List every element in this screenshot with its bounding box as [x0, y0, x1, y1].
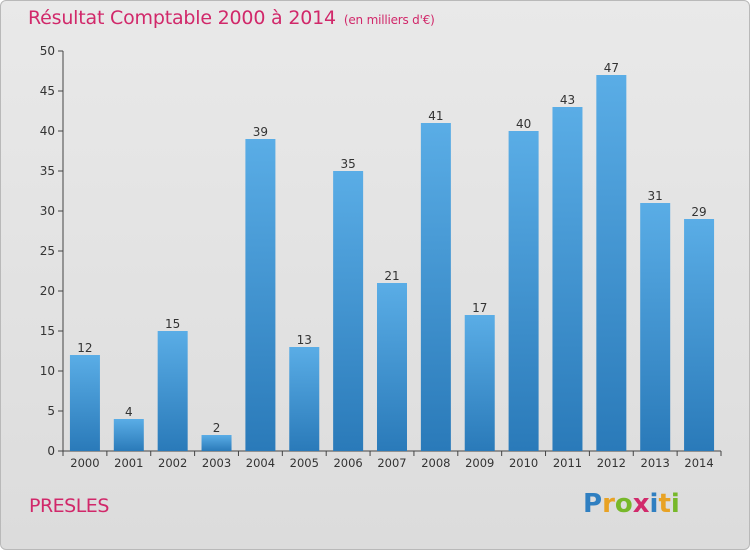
bar: [684, 219, 715, 451]
x-tick-label: 2004: [246, 456, 275, 470]
chart-title-text: Résultat Comptable 2000 à 2014: [28, 7, 336, 29]
bar-value-label: 47: [604, 61, 619, 75]
x-tick-label: 2001: [114, 456, 143, 470]
x-tick-label: 2000: [70, 456, 99, 470]
bar-value-label: 2: [213, 421, 221, 435]
bar: [289, 347, 320, 451]
chart-subtitle: (en milliers d'€): [343, 13, 435, 27]
chart-title: Résultat Comptable 2000 à 2014 (en millie…: [28, 7, 435, 29]
y-tick-label: 50: [40, 44, 55, 58]
bar-value-label: 31: [648, 189, 663, 203]
x-tick-label: 2012: [597, 456, 626, 470]
x-tick-label: 2005: [290, 456, 319, 470]
logo-letter: i: [649, 489, 659, 519]
bars: 12 4 15 2 39 13 35 21 41 17 40 43 47 31 29: [69, 61, 715, 451]
x-tick-label: 2002: [158, 456, 187, 470]
x-tick-label: 2008: [421, 456, 450, 470]
x-tick-label: 2014: [684, 456, 713, 470]
bar-value-label: 43: [560, 93, 575, 107]
y-tick-label: 30: [40, 204, 55, 218]
y-tick-label: 15: [40, 324, 55, 338]
logo-letter: P: [583, 489, 603, 519]
bar-value-label: 39: [253, 125, 268, 139]
bar: [333, 171, 364, 451]
y-tick-label: 0: [47, 444, 55, 458]
bar-value-label: 41: [428, 109, 443, 123]
x-tick-label: 2007: [377, 456, 406, 470]
bar: [157, 331, 188, 451]
bar-value-label: 15: [165, 317, 180, 331]
logo-letter: r: [602, 489, 615, 519]
bar-value-label: 17: [472, 301, 487, 315]
bar-value-label: 12: [77, 341, 92, 355]
x-tick-label: 2006: [333, 456, 362, 470]
y-tick-label: 5: [47, 404, 55, 418]
bar: [640, 203, 671, 451]
x-tick-label: 2013: [641, 456, 670, 470]
bar: [596, 75, 627, 451]
bar-value-label: 35: [340, 157, 355, 171]
bar: [377, 283, 407, 451]
bar: [508, 131, 539, 451]
logo-letter: o: [614, 489, 633, 519]
x-tick-label: 2009: [465, 456, 494, 470]
bar-value-label: 29: [691, 205, 706, 219]
bar: [420, 123, 451, 451]
x-tick-label: 2003: [202, 456, 231, 470]
y-tick-label: 40: [40, 124, 55, 138]
x-tick-label: 2010: [509, 456, 538, 470]
bar: [552, 107, 583, 451]
y-tick-label: 25: [40, 244, 55, 258]
y-tick-label: 45: [40, 84, 55, 98]
y-tick-label: 10: [40, 364, 55, 378]
logo-letter: x: [632, 489, 650, 519]
bar: [69, 355, 100, 451]
bar: [113, 419, 144, 451]
logo-letter: t: [658, 489, 671, 519]
logo-letter: i: [670, 489, 680, 519]
bar: [245, 139, 276, 451]
bar-value-label: 4: [125, 405, 133, 419]
proxiti-logo: Proxiti: [583, 489, 680, 519]
bar: [201, 435, 232, 451]
bar-value-label: 13: [297, 333, 312, 347]
y-tick-label: 20: [40, 284, 55, 298]
place-name: PRESLES: [29, 495, 109, 517]
x-tick-label: 2011: [553, 456, 582, 470]
bar: [464, 315, 495, 451]
bar-value-label: 21: [384, 269, 399, 283]
bar-value-label: 40: [516, 117, 531, 131]
y-tick-label: 35: [40, 164, 55, 178]
